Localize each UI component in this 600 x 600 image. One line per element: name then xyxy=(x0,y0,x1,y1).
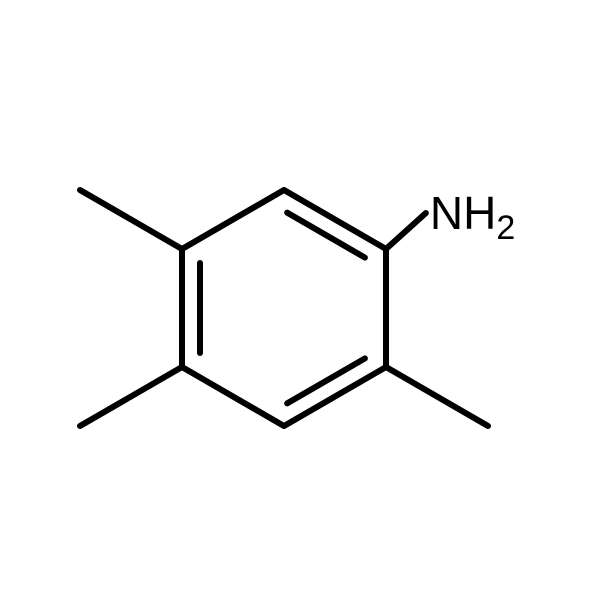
molecule-diagram: NH2 xyxy=(0,0,600,600)
amine-label: NH2 xyxy=(430,187,515,247)
